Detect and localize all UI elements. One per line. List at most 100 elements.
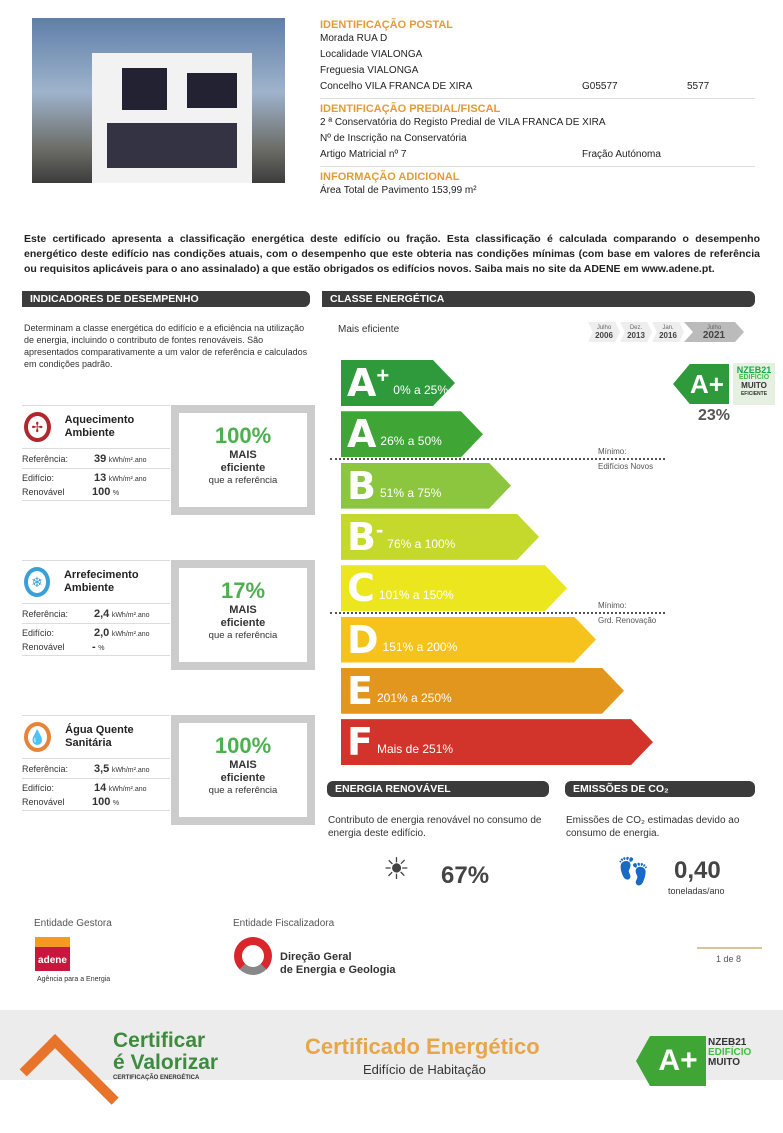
min-label: Mínimo: bbox=[598, 601, 627, 610]
min-sub: Grd. Renovação bbox=[598, 616, 657, 625]
building-photo bbox=[32, 18, 285, 183]
energy-class-3: B -76% a 100% bbox=[341, 514, 539, 560]
freguesia: Freguesia VIALONGA bbox=[320, 65, 419, 76]
indicator-1: ❄ Arrefecimento Ambiente Referência: 2,4 … bbox=[22, 560, 170, 656]
efficiency-value: 17% bbox=[220, 578, 266, 603]
class-letter: A bbox=[347, 361, 377, 405]
pct: % bbox=[112, 800, 120, 807]
footer: Certificar é Valorizar CERTIFICAÇÃO ENERGÉ… bbox=[0, 1010, 783, 1133]
unit: kWh/m².ano bbox=[111, 612, 150, 619]
postal-heading: IDENTIFICAÇÃO POSTAL bbox=[320, 19, 454, 31]
intro-text: Este certificado apresenta a classificaç… bbox=[24, 233, 760, 275]
efficiency-value: 100% bbox=[214, 733, 272, 758]
class-sup: - bbox=[375, 516, 384, 542]
nzeb-1: NZEB21 bbox=[708, 1037, 747, 1048]
mais: MAIS bbox=[229, 449, 257, 461]
indicadores-heading: INDICADORES DE DESEMPENHO bbox=[22, 291, 310, 307]
timeline-step: Dez. 2013 bbox=[620, 322, 652, 342]
renovavel-value: 67% bbox=[441, 862, 490, 889]
class-sup: + bbox=[376, 363, 390, 388]
renov-label: Renovável bbox=[22, 487, 65, 497]
classe-heading: CLASSE ENERGÉTICA bbox=[322, 291, 755, 307]
co2-heading: EMISSÕES DE CO₂ bbox=[565, 781, 755, 797]
unit: kWh/m².ano bbox=[108, 457, 147, 464]
nzeb-3: MUITO bbox=[708, 1057, 741, 1068]
que-referencia: que a referência bbox=[208, 475, 278, 486]
timeline-year: 2013 bbox=[627, 331, 645, 340]
class-letter: B bbox=[347, 463, 376, 508]
min-label: Mínimo: bbox=[598, 447, 627, 456]
fracao: Fração Autónoma bbox=[582, 149, 661, 160]
pct: % bbox=[98, 645, 105, 652]
class-letter: D bbox=[347, 617, 379, 662]
postal-section: IDENTIFICAÇÃO POSTAL Morada RUA D Locali… bbox=[320, 19, 755, 199]
ref-value: 39 bbox=[94, 453, 107, 465]
mais-eficiente: Mais eficiente bbox=[338, 324, 400, 335]
localidade: Localidade VIALONGA bbox=[320, 49, 423, 60]
renov-label: Renovável bbox=[22, 797, 65, 807]
edif-value: 13 bbox=[94, 472, 107, 484]
adicional-heading: INFORMAÇÃO ADICIONAL bbox=[320, 171, 460, 183]
class-letter: F bbox=[347, 720, 373, 765]
unit: kWh/m².ano bbox=[108, 786, 147, 793]
page-number: 1 de 8 bbox=[716, 954, 742, 964]
energy-class-1: A 26% a 50% bbox=[341, 411, 483, 457]
que-referencia: que a referência bbox=[208, 785, 278, 796]
dgeg-1: Direção Geral bbox=[280, 951, 352, 963]
edif-label: Edifício: bbox=[22, 473, 55, 483]
dgeg-logo bbox=[234, 937, 272, 975]
renov-value: 100 bbox=[92, 796, 111, 808]
concelho: Concelho VILA FRANCA DE XIRA bbox=[320, 81, 473, 92]
code-1: G05577 bbox=[582, 81, 618, 92]
eficiente: eficiente bbox=[220, 772, 266, 784]
energy-class-2: B 51% a 75% bbox=[341, 463, 511, 509]
logo-3: CERTIFICAÇÃO ENERGÉTICA bbox=[113, 1075, 200, 1081]
renovavel-heading: ENERGIA RENOVÁVEL bbox=[327, 781, 549, 797]
energy-class-7: F Mais de 251% bbox=[341, 719, 653, 765]
nzeb-l4: EFICIENTE bbox=[740, 391, 768, 397]
morada: Morada RUA D bbox=[320, 33, 388, 44]
que-referencia: que a referência bbox=[208, 630, 278, 641]
class-letter: B bbox=[347, 514, 376, 559]
ref-value: 3,5 bbox=[94, 763, 110, 775]
indicator-title: Aquecimento Ambiente bbox=[64, 414, 135, 439]
timeline-month: Julho bbox=[706, 325, 722, 331]
footer-title: Certificado Energético bbox=[305, 1034, 540, 1059]
page-rule bbox=[697, 947, 762, 949]
efficiency-box: 100% MAIS eficiente que a referência bbox=[171, 405, 315, 515]
result-percent: 23% bbox=[698, 407, 731, 424]
indicator-2: 💧 Água Quente Sanitária Referência: 3,5 k… bbox=[22, 715, 170, 811]
artigo: Artigo Matricial nº 7 bbox=[320, 149, 407, 160]
edif-label: Edifício: bbox=[22, 783, 55, 793]
timeline-year: 2021 bbox=[702, 330, 726, 341]
ref-label: Referência: bbox=[22, 764, 69, 774]
edif-label: Edifício: bbox=[22, 628, 55, 638]
min-line-renovacao bbox=[330, 612, 665, 614]
energy-class-6: E 201% a 250% bbox=[341, 668, 624, 714]
predial-heading: IDENTIFICAÇÃO PREDIAL/FISCAL bbox=[320, 103, 501, 115]
code-2: 5577 bbox=[687, 81, 710, 92]
mais: MAIS bbox=[229, 604, 257, 616]
footprint-icon: 👣 bbox=[617, 856, 650, 886]
class-letter: A bbox=[347, 412, 377, 457]
class-range: 0% a 25% bbox=[393, 383, 448, 397]
class-range: 76% a 100% bbox=[387, 536, 456, 551]
snowflake-fan-icon: ❄ bbox=[24, 567, 50, 597]
co2-text: Emissões de CO₂ estimadas devido ao cons… bbox=[566, 815, 740, 839]
logo-2: é Valorizar bbox=[113, 1051, 219, 1074]
ref-label: Referência: bbox=[22, 609, 69, 619]
renov-label: Renovável bbox=[22, 642, 65, 652]
renov-value: - bbox=[92, 641, 96, 653]
class-range: 201% a 250% bbox=[376, 690, 452, 705]
pct: % bbox=[112, 490, 120, 497]
conservatoria: 2 ª Conservatória do Registo Predial de … bbox=[320, 117, 606, 128]
indicator-0: ✢ Aquecimento Ambiente Referência: 39 kWh… bbox=[22, 405, 170, 501]
adene-logo: adene bbox=[35, 937, 70, 971]
timeline-month: Dez. bbox=[629, 325, 643, 331]
unit: kWh/m².ano bbox=[111, 767, 150, 774]
eficiente: eficiente bbox=[220, 462, 266, 474]
water-drop-icon: 💧 bbox=[24, 722, 52, 752]
efficiency-value: 100% bbox=[214, 423, 272, 448]
logo-1: Certificar bbox=[113, 1029, 206, 1052]
edif-value: 2,0 bbox=[94, 627, 110, 639]
